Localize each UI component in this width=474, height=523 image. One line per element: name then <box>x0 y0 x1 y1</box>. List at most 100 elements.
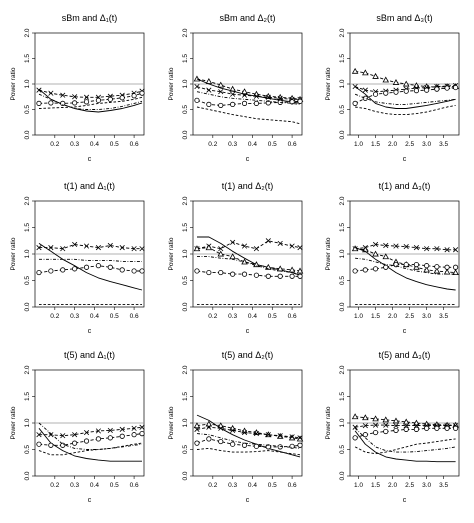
y-tick-label: 1.5 <box>182 223 189 232</box>
x-tick-label: 0.6 <box>288 482 297 489</box>
point-marker-circle <box>289 443 295 449</box>
point-marker-circle <box>241 442 248 448</box>
point-marker-triangle <box>193 422 201 429</box>
point-marker-circle <box>36 441 42 447</box>
point-marker-cross <box>413 423 420 429</box>
point-marker-circle <box>131 432 137 438</box>
point-marker-cross <box>48 90 54 96</box>
point-marker-cross <box>36 245 42 251</box>
point-marker-cross <box>265 432 271 438</box>
y-tick-label: 0.0 <box>24 302 31 311</box>
x-axis-label: c <box>246 156 250 163</box>
panel-7: t(5) and Δ₁(t) 0.2 0.3 0.4 0.5 0.6 0.0 0.5 1.0 1.… <box>10 350 145 504</box>
y-tick-label: 2.0 <box>182 365 189 374</box>
point-marker-circle <box>139 268 145 274</box>
point-marker-cross <box>362 423 368 429</box>
y-tick-label: 1.5 <box>182 54 189 63</box>
point-marker-circle <box>372 429 379 436</box>
point-marker-circle <box>424 425 430 431</box>
point-marker-triangle <box>205 244 213 251</box>
point-marker-triangle <box>351 67 359 74</box>
point-marker-circle <box>362 267 368 273</box>
point-marker-circle <box>352 100 358 106</box>
series-line-dashed <box>38 96 143 109</box>
y-axis-label: Power ratio <box>10 406 17 439</box>
point-marker-triangle <box>229 253 236 260</box>
series-line-dashed <box>196 447 301 456</box>
point-marker-cross <box>83 429 90 436</box>
x-tick-label: 0.4 <box>90 141 99 148</box>
y-tick-label: 1.0 <box>339 418 346 427</box>
x-tick-label: 0.5 <box>268 141 277 148</box>
point-marker-circle <box>72 266 78 272</box>
y-tick-label: 0.5 <box>339 276 346 285</box>
series-line-cross <box>39 426 143 437</box>
point-marker-circle <box>95 263 102 269</box>
point-marker-circle <box>206 269 212 276</box>
panel-title: sBm and Δ₁(t) <box>62 13 118 23</box>
y-tick-label: 1.0 <box>24 418 31 427</box>
x-tick-label: 0.2 <box>208 482 217 489</box>
point-marker-circle <box>107 435 113 441</box>
point-marker-circle <box>139 430 145 437</box>
series-line-dashed <box>38 442 143 456</box>
panel-title: t(1) and Δ₂(t) <box>222 181 274 191</box>
series-line-dotdash <box>197 256 301 276</box>
point-marker-circle <box>253 272 260 278</box>
y-tick-label: 1.0 <box>182 79 189 88</box>
point-marker-cross <box>253 246 260 252</box>
panel-title: sBm and Δ₂(t) <box>219 13 275 23</box>
point-marker-triangle <box>351 413 359 420</box>
series-line-cross <box>196 86 300 100</box>
point-marker-cross <box>60 246 66 252</box>
point-marker-cross <box>453 247 459 253</box>
point-marker-circle <box>253 100 260 106</box>
point-marker-circle <box>297 98 303 104</box>
x-tick-label: 0.3 <box>70 141 79 148</box>
y-tick-label: 1.0 <box>24 249 31 258</box>
point-marker-cross <box>48 432 54 438</box>
point-marker-circle <box>230 101 236 108</box>
point-marker-triangle <box>382 416 390 423</box>
point-marker-triangle <box>423 266 430 273</box>
point-marker-cross <box>36 87 42 93</box>
point-marker-circle <box>139 90 145 96</box>
point-marker-cross <box>277 433 283 439</box>
point-marker-cross <box>95 428 102 434</box>
point-marker-cross <box>36 432 42 438</box>
point-marker-circle <box>206 101 212 108</box>
series-line-circle <box>196 270 300 277</box>
point-marker-circle <box>194 440 200 446</box>
x-axis-label: c <box>403 328 407 335</box>
point-marker-circle <box>60 442 66 448</box>
point-marker-cross <box>383 422 389 428</box>
point-marker-circle <box>119 267 125 273</box>
y-tick-label: 2.0 <box>182 196 189 205</box>
point-marker-cross <box>253 431 260 437</box>
point-marker-cross <box>218 425 224 431</box>
point-marker-cross <box>194 83 200 90</box>
x-tick-label: 2.0 <box>388 313 397 320</box>
point-marker-circle <box>277 273 283 279</box>
series-line-dotdash <box>39 258 142 262</box>
point-marker-cross <box>444 247 450 253</box>
point-marker-cross <box>218 246 224 252</box>
point-marker-circle <box>362 95 368 101</box>
point-marker-circle <box>241 271 248 277</box>
y-axis-label: Power ratio <box>325 237 332 270</box>
panel-title: t(5) and Δ₁(t) <box>64 350 115 360</box>
y-tick-label: 0.5 <box>182 276 189 285</box>
point-marker-cross <box>139 246 145 252</box>
series-line-dotdash <box>354 427 456 453</box>
panel-title: t(5) and Δ₂(t) <box>222 350 274 360</box>
series-line-circle <box>38 433 143 446</box>
y-tick-label: 2.0 <box>24 28 31 37</box>
y-tick-label: 1.0 <box>182 418 189 427</box>
point-marker-circle <box>83 438 90 444</box>
point-marker-circle <box>36 100 42 106</box>
y-tick-label: 1.5 <box>24 392 31 401</box>
point-marker-triangle <box>193 75 201 82</box>
x-tick-label: 2.0 <box>388 482 397 489</box>
point-marker-cross <box>241 243 248 249</box>
x-tick-label: 0.3 <box>70 482 79 489</box>
